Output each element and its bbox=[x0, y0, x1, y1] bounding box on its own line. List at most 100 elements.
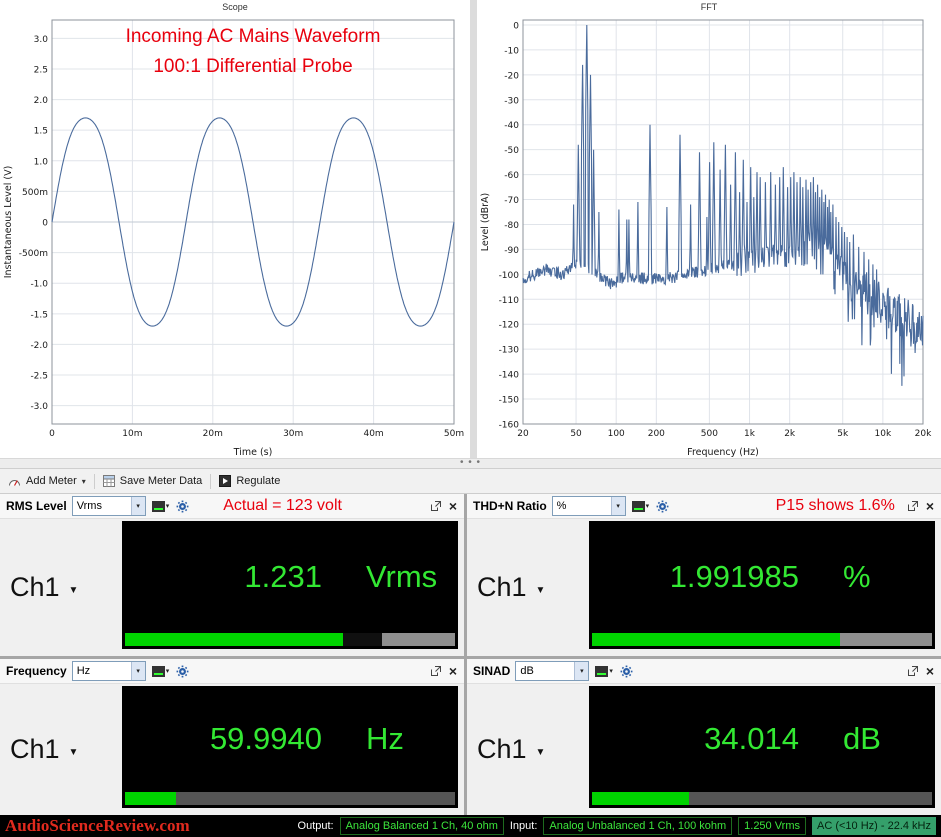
chevron-down-icon: ▾ bbox=[130, 662, 145, 681]
meter-settings-button[interactable] bbox=[175, 499, 190, 514]
meter-settings-button[interactable] bbox=[175, 664, 190, 679]
meter-view-button[interactable]: ▾ bbox=[594, 665, 614, 678]
meter-settings-button[interactable] bbox=[655, 499, 670, 514]
save-meter-data-button[interactable]: Save Meter Data bbox=[95, 469, 211, 493]
svg-text:-100: -100 bbox=[499, 271, 520, 281]
meter-view-button[interactable]: ▾ bbox=[631, 500, 651, 513]
meter-body: Ch1 ▼ 59.9940 Hz bbox=[0, 684, 464, 815]
close-icon[interactable]: × bbox=[448, 663, 457, 680]
save-data-icon bbox=[102, 475, 115, 488]
svg-text:40m: 40m bbox=[363, 429, 383, 439]
meters-toolbar: Add Meter ▾ Save Meter Data Regulate bbox=[0, 469, 941, 495]
svg-text:-20: -20 bbox=[504, 71, 519, 81]
popout-icon bbox=[430, 501, 441, 512]
popout-icon bbox=[430, 666, 441, 677]
unit-selector[interactable]: dB ▾ bbox=[515, 661, 590, 682]
level-bar-fill bbox=[592, 633, 841, 647]
channel-selector[interactable]: Ch1 ▼ bbox=[467, 519, 589, 656]
popout-button[interactable] bbox=[906, 499, 920, 513]
svg-text:-50: -50 bbox=[504, 146, 519, 156]
meter-display-icon bbox=[151, 665, 165, 677]
popout-icon bbox=[907, 501, 918, 512]
unit-selector[interactable]: Hz ▾ bbox=[71, 661, 146, 682]
svg-text:200: 200 bbox=[648, 429, 665, 439]
output-config-chip[interactable]: Analog Balanced 1 Ch, 40 ohm bbox=[339, 817, 504, 836]
chevron-down-icon: ▾ bbox=[610, 497, 625, 516]
input-label: Input: bbox=[509, 820, 538, 833]
chevron-down-icon: ▾ bbox=[609, 668, 613, 676]
popout-button[interactable] bbox=[429, 664, 443, 678]
svg-text:-150: -150 bbox=[499, 396, 520, 406]
meter-value: 1.991985 bbox=[669, 559, 799, 595]
channel-selector[interactable]: Ch1 ▼ bbox=[0, 519, 122, 656]
meter-panel-sinad: SINAD dB ▾ ▾ × bbox=[467, 659, 941, 816]
svg-text:-160: -160 bbox=[499, 421, 520, 431]
channel-label: Ch1 bbox=[10, 734, 60, 765]
unit-selector[interactable]: Vrms ▾ bbox=[71, 496, 146, 517]
svg-text:-110: -110 bbox=[499, 296, 520, 306]
add-meter-button[interactable]: Add Meter ▾ bbox=[0, 469, 94, 493]
popout-button[interactable] bbox=[429, 499, 443, 513]
meter-view-button[interactable]: ▾ bbox=[151, 500, 171, 513]
svg-text:3.0: 3.0 bbox=[34, 35, 49, 45]
meter-body: Ch1 ▼ 1.991985 % bbox=[467, 519, 941, 656]
channel-selector[interactable]: Ch1 ▼ bbox=[0, 684, 122, 815]
svg-text:-120: -120 bbox=[499, 321, 520, 331]
chevron-down-icon: ▾ bbox=[645, 503, 650, 511]
svg-text:Frequency (Hz): Frequency (Hz) bbox=[687, 447, 759, 458]
level-bar-peak bbox=[342, 633, 383, 647]
level-bar-fill bbox=[125, 792, 177, 806]
gauge-icon bbox=[9, 479, 20, 486]
horizontal-splitter[interactable]: • • • bbox=[0, 457, 941, 470]
unit-selector-value: Vrms bbox=[76, 500, 102, 513]
scope-panel: Scope 0 10m 20m 30m 40m 50m 3.0 2.5 2.0 1.5 1.0 500… bbox=[0, 0, 470, 458]
level-bar bbox=[125, 633, 455, 647]
close-icon[interactable]: × bbox=[448, 498, 457, 515]
meter-header: Frequency Hz ▾ ▾ × bbox=[0, 659, 464, 685]
svg-text:1.0: 1.0 bbox=[34, 157, 49, 167]
svg-text:0: 0 bbox=[513, 21, 519, 31]
svg-text:-3.0: -3.0 bbox=[30, 402, 48, 412]
svg-text:20k: 20k bbox=[915, 429, 932, 439]
channel-label: Ch1 bbox=[477, 572, 527, 603]
svg-text:-30: -30 bbox=[504, 96, 519, 106]
bandwidth-chip[interactable]: AC (<10 Hz) - 22.4 kHz bbox=[811, 817, 936, 836]
svg-text:500: 500 bbox=[701, 429, 718, 439]
meter-title: SINAD bbox=[473, 664, 511, 679]
meter-unit: Vrms bbox=[366, 559, 438, 595]
meter-display: 1.231 Vrms bbox=[122, 521, 458, 650]
svg-text:50m: 50m bbox=[444, 429, 464, 439]
generator-level-chip[interactable]: 1.250 Vrms bbox=[738, 817, 806, 836]
regulate-button[interactable]: Regulate bbox=[211, 469, 288, 493]
dropdown-icon: ▼ bbox=[68, 747, 79, 759]
chart-vertical-splitter[interactable] bbox=[470, 0, 477, 458]
charts-row: Scope 0 10m 20m 30m 40m 50m 3.0 2.5 2.0 1.5 1.0 500… bbox=[0, 0, 941, 458]
meter-panel-rms-level: RMS Level Vrms ▾ ▾ Actual = 123 volt × bbox=[0, 494, 464, 657]
close-icon[interactable]: × bbox=[925, 663, 934, 680]
meter-display: 1.991985 % bbox=[589, 521, 935, 650]
svg-text:2.0: 2.0 bbox=[34, 96, 49, 106]
close-icon[interactable]: × bbox=[925, 498, 934, 515]
level-bar-fill bbox=[592, 792, 689, 806]
svg-text:Time (s): Time (s) bbox=[233, 447, 273, 458]
gear-icon bbox=[176, 500, 189, 513]
meter-panel-thdn-ratio: THD+N Ratio % ▾ ▾ P15 shows 1.6% × bbox=[467, 494, 941, 657]
meter-value: 59.9940 bbox=[209, 721, 322, 757]
svg-text:100: 100 bbox=[608, 429, 625, 439]
svg-text:-40: -40 bbox=[504, 121, 519, 131]
input-config-chip[interactable]: Analog Unbalanced 1 Ch, 100 kohm bbox=[543, 817, 733, 836]
meter-body: Ch1 ▼ 34.014 dB bbox=[467, 684, 941, 815]
level-bar bbox=[592, 792, 932, 806]
meter-header: SINAD dB ▾ ▾ × bbox=[467, 659, 941, 685]
splitter-grip-icon: • • • bbox=[459, 457, 482, 468]
meter-view-button[interactable]: ▾ bbox=[151, 665, 171, 678]
meter-title: THD+N Ratio bbox=[473, 499, 547, 514]
popout-button[interactable] bbox=[906, 664, 920, 678]
unit-selector[interactable]: % ▾ bbox=[551, 496, 626, 517]
svg-text:-500m: -500m bbox=[19, 249, 48, 259]
channel-selector[interactable]: Ch1 ▼ bbox=[467, 684, 589, 815]
svg-text:-1.0: -1.0 bbox=[30, 280, 48, 290]
svg-text:2.5: 2.5 bbox=[34, 65, 48, 75]
meter-settings-button[interactable] bbox=[619, 664, 634, 679]
